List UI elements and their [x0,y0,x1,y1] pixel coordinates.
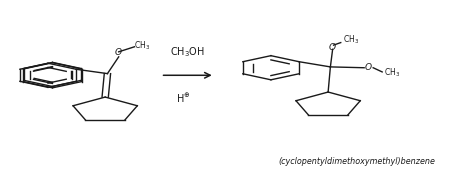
Text: H$^{\oplus}$: H$^{\oplus}$ [176,92,190,105]
Text: CH$_3$: CH$_3$ [342,34,358,46]
Text: O: O [329,43,335,52]
Text: CH$_3$: CH$_3$ [384,67,400,79]
Text: O: O [115,48,122,57]
Text: CH$_3$OH: CH$_3$OH [170,45,205,59]
Text: (cyclopentyldimethoxymethyl)benzene: (cyclopentyldimethoxymethyl)benzene [278,157,434,166]
Text: CH$_3$: CH$_3$ [134,39,150,52]
Text: O: O [364,63,371,72]
